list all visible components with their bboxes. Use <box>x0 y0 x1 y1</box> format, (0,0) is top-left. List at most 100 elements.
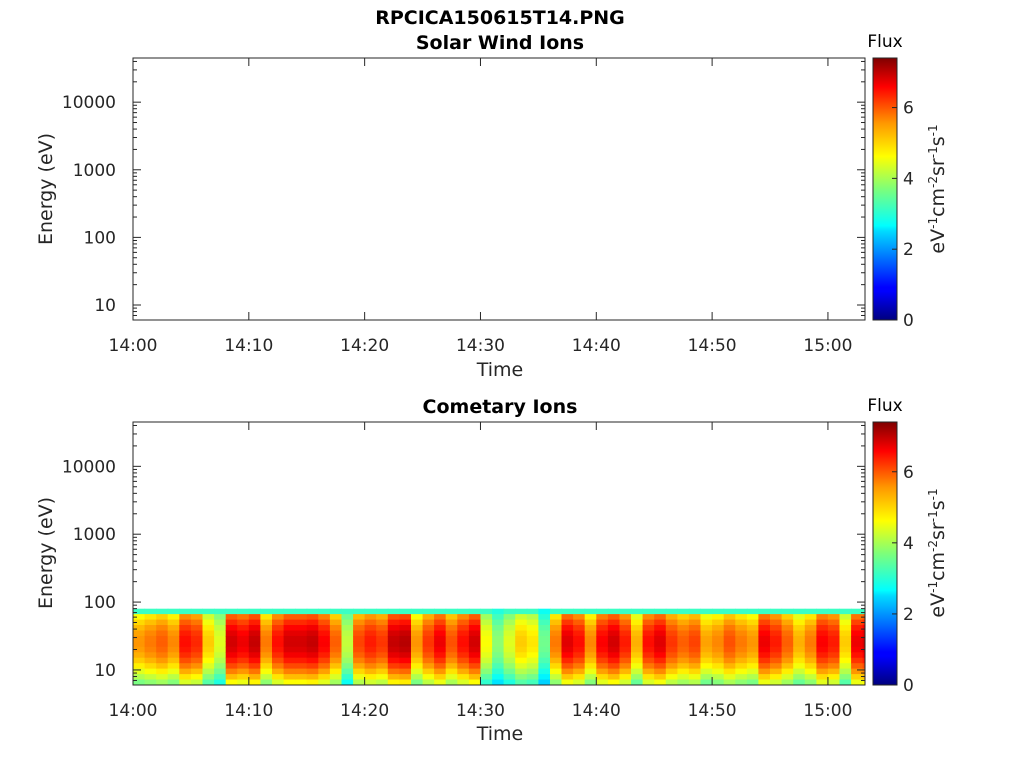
heatmap-cell <box>735 630 748 637</box>
heatmap-cell <box>654 674 667 681</box>
heatmap-cell <box>260 657 273 664</box>
y-tick-label: 10000 <box>62 457 116 477</box>
heatmap-cell <box>133 625 146 631</box>
heatmap-cell <box>700 641 713 648</box>
heatmap-cell <box>631 614 644 621</box>
heatmap-cell <box>665 663 678 670</box>
heatmap-cell <box>260 625 273 631</box>
heatmap-cell <box>723 635 736 642</box>
heatmap-cell <box>526 679 539 685</box>
heatmap-cell <box>295 674 308 681</box>
heatmap-cell <box>770 608 783 615</box>
heatmap-cell <box>677 641 690 648</box>
heatmap-cell <box>387 652 400 659</box>
heatmap-cell <box>295 614 308 621</box>
colorbar-tick-label: 4 <box>903 169 914 189</box>
heatmap-cell <box>399 652 412 659</box>
heatmap-cell <box>457 635 470 642</box>
heatmap-cell <box>144 657 157 664</box>
heatmap-cell <box>329 608 342 615</box>
heatmap-cell <box>781 619 794 626</box>
heatmap-cell <box>387 674 400 681</box>
heatmap-cell <box>781 608 794 615</box>
heatmap-cell <box>399 674 412 681</box>
heatmap-cell <box>735 646 748 653</box>
heatmap-cell <box>260 641 273 648</box>
heatmap-cell <box>167 630 180 637</box>
heatmap-cell <box>492 646 505 653</box>
heatmap-cell <box>445 663 458 670</box>
heatmap-cell <box>329 614 342 621</box>
heatmap-cell <box>492 663 505 670</box>
heatmap-cell <box>746 635 759 642</box>
heatmap-cell <box>318 679 331 685</box>
heatmap-cell <box>596 679 609 685</box>
heatmap-cell <box>758 652 771 659</box>
heatmap-cell <box>457 668 470 675</box>
heatmap-cell <box>445 625 458 631</box>
heatmap-cell <box>526 668 539 675</box>
heatmap-cell <box>515 674 528 681</box>
heatmap-cell <box>353 619 366 626</box>
heatmap-cell <box>468 641 481 648</box>
heatmap-cell <box>272 646 285 653</box>
heatmap-cell <box>839 635 852 642</box>
heatmap-cell <box>827 614 840 621</box>
heatmap-cell <box>306 635 319 642</box>
heatmap-cell <box>851 608 864 615</box>
heatmap-cell <box>642 652 655 659</box>
colorbar-ticks-solar-wind: 0 2 4 6 <box>892 99 914 331</box>
heatmap-cell <box>665 619 678 626</box>
heatmap-cell <box>214 668 227 675</box>
heatmap-cell <box>515 652 528 659</box>
heatmap-cell <box>237 608 250 615</box>
heatmap-cell <box>190 625 203 631</box>
heatmap-cell <box>515 679 528 685</box>
heatmap-cell <box>202 652 215 659</box>
heatmap-cell <box>411 668 424 675</box>
heatmap-cell <box>202 674 215 681</box>
x-tick-label: 15:00 <box>803 701 852 721</box>
heatmap-cell <box>225 663 238 670</box>
heatmap-cell <box>376 652 389 659</box>
heatmap-cell <box>584 641 597 648</box>
heatmap-cell <box>480 668 493 675</box>
x-axis-label-solar-wind: Time <box>476 359 524 381</box>
heatmap-cell <box>665 625 678 631</box>
heatmap-cell <box>376 635 389 642</box>
heatmap-cell <box>654 635 667 642</box>
heatmap-cell <box>445 608 458 615</box>
heatmap-cell <box>677 608 690 615</box>
heatmap-cell <box>642 630 655 637</box>
heatmap-cell <box>133 608 146 615</box>
heatmap-cell <box>584 652 597 659</box>
heatmap-cell <box>341 657 354 664</box>
heatmap-cell <box>851 625 864 631</box>
heatmap-cell <box>573 646 586 653</box>
heatmap-cell <box>746 619 759 626</box>
heatmap-cell <box>144 614 157 621</box>
colorbar-tick-label: 2 <box>903 605 914 625</box>
heatmap-cell <box>723 679 736 685</box>
heatmap-cell <box>816 646 829 653</box>
heatmap-cell <box>387 663 400 670</box>
heatmap-cell <box>700 646 713 653</box>
heatmap-cell <box>700 635 713 642</box>
heatmap-cell <box>735 608 748 615</box>
heatmap-cell <box>144 668 157 675</box>
heatmap-cell <box>677 657 690 664</box>
heatmap-cell <box>561 625 574 631</box>
x-tick-label: 14:50 <box>688 701 737 721</box>
heatmap-cell <box>816 674 829 681</box>
heatmap-cell <box>723 663 736 670</box>
heatmap-cell <box>550 668 563 675</box>
heatmap-cell <box>839 614 852 621</box>
heatmap-cell <box>700 630 713 637</box>
heatmap-cell <box>677 674 690 681</box>
heatmap-cometary <box>133 608 865 685</box>
heatmap-cell <box>387 630 400 637</box>
heatmap-cell <box>283 630 296 637</box>
heatmap-cell <box>457 619 470 626</box>
heatmap-cell <box>619 641 632 648</box>
heatmap-cell <box>538 646 551 653</box>
